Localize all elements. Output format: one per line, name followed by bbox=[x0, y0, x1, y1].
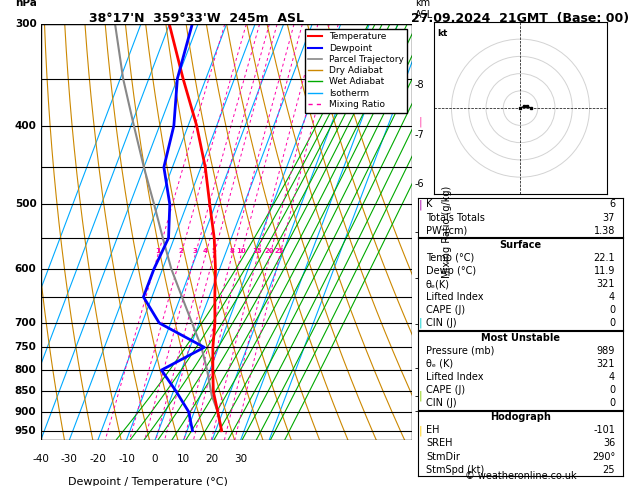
Text: 321: 321 bbox=[597, 359, 615, 369]
Text: 1: 1 bbox=[155, 248, 160, 254]
Text: Dewp (°C): Dewp (°C) bbox=[426, 266, 476, 276]
Text: EH: EH bbox=[426, 425, 440, 435]
Text: 11.9: 11.9 bbox=[594, 266, 615, 276]
Text: Pressure (mb): Pressure (mb) bbox=[426, 346, 494, 356]
Text: -40: -40 bbox=[33, 454, 49, 465]
Text: -101: -101 bbox=[593, 425, 615, 435]
Text: 600: 600 bbox=[15, 264, 36, 274]
Text: km: km bbox=[415, 0, 430, 8]
Text: 0: 0 bbox=[609, 398, 615, 408]
Text: 850: 850 bbox=[15, 386, 36, 397]
Text: PW (cm): PW (cm) bbox=[426, 226, 467, 236]
Text: 950: 950 bbox=[15, 426, 36, 435]
Text: 20: 20 bbox=[265, 248, 274, 254]
Text: -2: -2 bbox=[415, 363, 425, 373]
Text: -5: -5 bbox=[415, 226, 425, 237]
Text: CAPE (J): CAPE (J) bbox=[426, 305, 465, 315]
Text: Lifted Index: Lifted Index bbox=[426, 372, 483, 382]
Text: 4: 4 bbox=[203, 248, 208, 254]
Text: 36: 36 bbox=[603, 438, 615, 449]
Text: © weatheronline.co.uk: © weatheronline.co.uk bbox=[465, 471, 576, 481]
Text: 4: 4 bbox=[609, 372, 615, 382]
Legend: Temperature, Dewpoint, Parcel Trajectory, Dry Adiabat, Wet Adiabat, Isotherm, Mi: Temperature, Dewpoint, Parcel Trajectory… bbox=[304, 29, 408, 113]
Text: 27.09.2024  21GMT  (Base: 00): 27.09.2024 21GMT (Base: 00) bbox=[411, 12, 629, 25]
Text: 10: 10 bbox=[236, 248, 245, 254]
Text: -1: -1 bbox=[415, 406, 425, 416]
Text: kt: kt bbox=[438, 29, 448, 38]
Text: 37: 37 bbox=[603, 212, 615, 223]
Text: CIN (J): CIN (J) bbox=[426, 398, 457, 408]
Text: |: | bbox=[418, 116, 422, 126]
Text: -LCL: -LCL bbox=[415, 391, 436, 400]
Text: -20: -20 bbox=[89, 454, 106, 465]
Text: 30: 30 bbox=[234, 454, 247, 465]
Text: Dewpoint / Temperature (°C): Dewpoint / Temperature (°C) bbox=[68, 477, 228, 486]
Text: hPa: hPa bbox=[14, 0, 36, 8]
Text: 800: 800 bbox=[15, 365, 36, 375]
Text: 0: 0 bbox=[609, 318, 615, 329]
Text: |: | bbox=[418, 318, 422, 328]
Text: StmDir: StmDir bbox=[426, 451, 460, 462]
Text: θₑ (K): θₑ (K) bbox=[426, 359, 453, 369]
Text: 900: 900 bbox=[15, 407, 36, 417]
Text: 20: 20 bbox=[206, 454, 219, 465]
Text: |: | bbox=[418, 425, 422, 436]
Text: -8: -8 bbox=[415, 80, 425, 89]
Text: -6: -6 bbox=[415, 179, 425, 189]
Text: 500: 500 bbox=[15, 199, 36, 209]
Text: 300: 300 bbox=[15, 19, 36, 29]
Text: 0: 0 bbox=[609, 305, 615, 315]
Text: 700: 700 bbox=[14, 318, 36, 328]
Text: 750: 750 bbox=[14, 342, 36, 352]
Text: K: K bbox=[426, 199, 432, 209]
Text: Hodograph: Hodograph bbox=[490, 412, 551, 422]
Text: 0: 0 bbox=[152, 454, 159, 465]
Text: 4: 4 bbox=[609, 292, 615, 302]
Text: |: | bbox=[418, 390, 422, 401]
Text: 5: 5 bbox=[211, 248, 216, 254]
Text: -4: -4 bbox=[415, 273, 425, 283]
Text: ASL: ASL bbox=[415, 10, 433, 20]
Text: 8: 8 bbox=[229, 248, 234, 254]
Text: CAPE (J): CAPE (J) bbox=[426, 385, 465, 395]
Text: Mixing Ratio (g/kg): Mixing Ratio (g/kg) bbox=[442, 186, 452, 278]
Text: 15: 15 bbox=[253, 248, 262, 254]
Text: -3: -3 bbox=[415, 318, 425, 329]
Text: Most Unstable: Most Unstable bbox=[481, 332, 560, 343]
Text: Temp (°C): Temp (°C) bbox=[426, 253, 474, 263]
Text: 321: 321 bbox=[597, 279, 615, 289]
Text: SREH: SREH bbox=[426, 438, 452, 449]
Text: 1.38: 1.38 bbox=[594, 226, 615, 236]
Text: -30: -30 bbox=[61, 454, 78, 465]
Text: 290°: 290° bbox=[592, 451, 615, 462]
Text: -7: -7 bbox=[415, 130, 425, 140]
Text: 2: 2 bbox=[178, 248, 183, 254]
Text: CIN (J): CIN (J) bbox=[426, 318, 457, 329]
Text: θₑ(K): θₑ(K) bbox=[426, 279, 450, 289]
Text: 25: 25 bbox=[275, 248, 284, 254]
Text: StmSpd (kt): StmSpd (kt) bbox=[426, 465, 484, 475]
Text: Surface: Surface bbox=[499, 240, 542, 250]
Text: 25: 25 bbox=[603, 465, 615, 475]
Text: 38°17'N  359°33'W  245m  ASL: 38°17'N 359°33'W 245m ASL bbox=[89, 12, 304, 25]
Text: 989: 989 bbox=[597, 346, 615, 356]
Text: 3: 3 bbox=[192, 248, 197, 254]
Text: |: | bbox=[418, 199, 422, 209]
Text: 10: 10 bbox=[177, 454, 190, 465]
Text: 6: 6 bbox=[609, 199, 615, 209]
Text: -10: -10 bbox=[118, 454, 135, 465]
Text: Lifted Index: Lifted Index bbox=[426, 292, 483, 302]
Text: 400: 400 bbox=[14, 121, 36, 131]
Text: Totals Totals: Totals Totals bbox=[426, 212, 485, 223]
Text: 0: 0 bbox=[609, 385, 615, 395]
Text: 22.1: 22.1 bbox=[594, 253, 615, 263]
